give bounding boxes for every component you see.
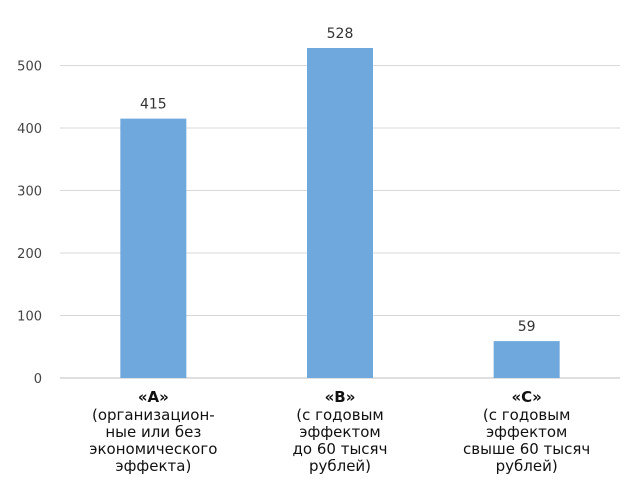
category-description-line: ные или без <box>105 423 201 441</box>
category-description-line: до 60 тысяч <box>293 440 388 458</box>
y-tick-label: 0 <box>34 372 42 387</box>
bar <box>120 118 187 378</box>
y-tick-label: 500 <box>17 60 42 75</box>
category-description-line: эффектом <box>486 423 567 441</box>
data-label: 415 <box>140 97 167 113</box>
category-label: «B» <box>325 388 356 406</box>
category-label: «C» <box>511 388 541 406</box>
category-description-line: (организацион- <box>92 406 215 424</box>
data-label: 59 <box>518 319 536 335</box>
category-description-line: эффектом <box>299 423 380 441</box>
category-description-line: (с годовым <box>483 406 570 424</box>
data-label: 528 <box>327 26 354 42</box>
y-tick-label: 400 <box>17 122 42 137</box>
category-description-line: рублей) <box>496 457 558 475</box>
category-description-line: рублей) <box>309 457 371 475</box>
y-tick-label: 100 <box>17 310 42 325</box>
category-description-line: эффекта) <box>115 457 191 475</box>
category-description-line: (с годовым <box>296 406 383 424</box>
category-description-line: экономического <box>89 440 217 458</box>
bar <box>493 341 560 378</box>
category-description-line: свыше 60 тысяч <box>463 440 590 458</box>
y-tick-label: 200 <box>17 247 42 262</box>
bar <box>307 48 373 378</box>
y-tick-label: 300 <box>17 185 42 200</box>
category-label: «A» <box>138 388 169 406</box>
